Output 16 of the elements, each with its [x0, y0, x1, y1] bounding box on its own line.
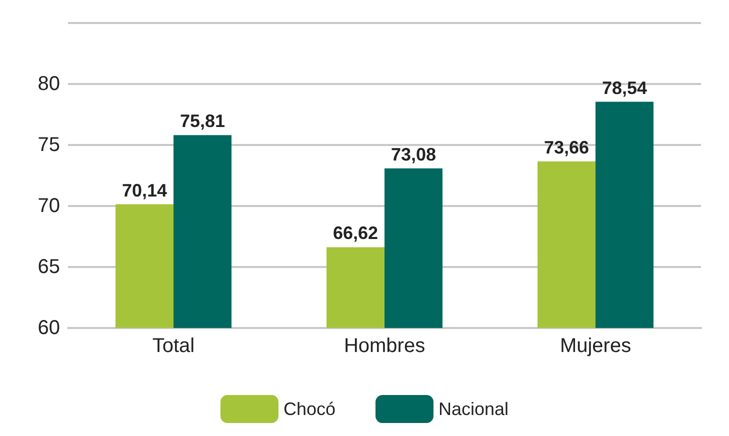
y-tick-label: 70 — [38, 195, 60, 217]
legend-label: Nacional — [438, 399, 509, 419]
data-label: 70,14 — [122, 180, 168, 200]
y-tick-label: 80 — [38, 73, 60, 95]
legend-label: Chocó — [283, 399, 336, 419]
y-tick-label: 75 — [38, 134, 60, 156]
x-tick-label: Total — [152, 335, 195, 357]
y-tick-label: 60 — [38, 317, 60, 339]
y-tick-label: 65 — [38, 256, 60, 278]
data-label: 73,08 — [390, 144, 436, 164]
data-label: 66,62 — [332, 223, 378, 244]
data-label: 73,66 — [544, 137, 590, 158]
data-label: 75,81 — [180, 111, 226, 132]
x-tick-label: Hombres — [344, 335, 426, 357]
x-tick-label: Mujeres — [560, 335, 632, 357]
data-label: 78,54 — [602, 78, 648, 98]
